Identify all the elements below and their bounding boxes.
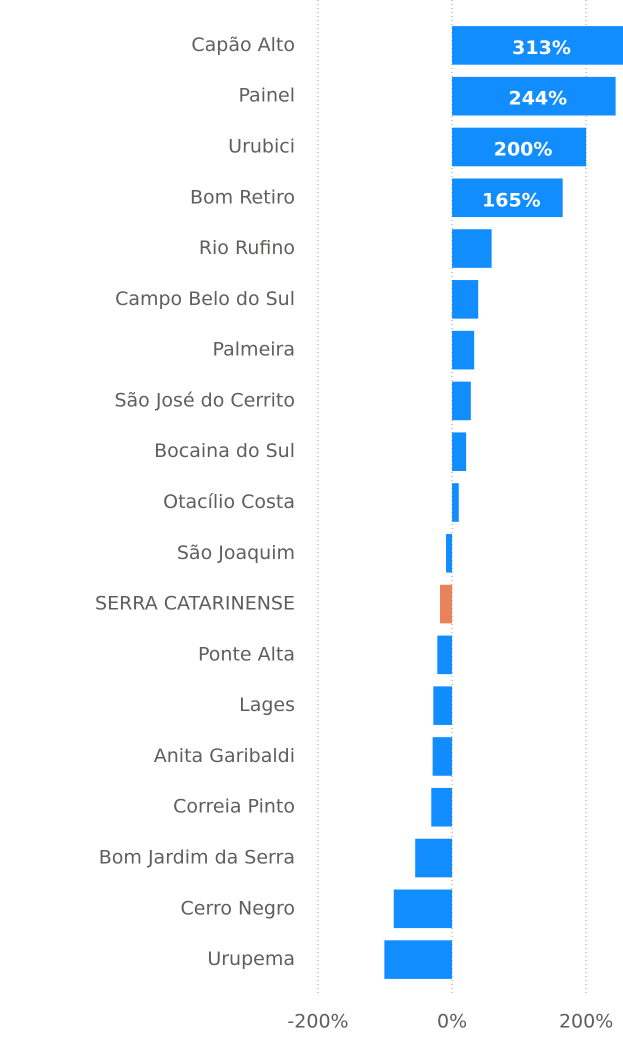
bar: [452, 280, 479, 319]
bar: [384, 940, 453, 979]
y-tick-label: Anita Garibaldi: [154, 745, 295, 767]
bar: [452, 127, 587, 167]
y-tick-label: Bocaina do Sul: [154, 440, 295, 462]
value-label: 244%: [508, 88, 567, 110]
y-tick-label: Otacílio Costa: [163, 491, 295, 513]
bar: [393, 889, 453, 929]
value-label: 313%: [512, 37, 571, 59]
y-tick-label: Campo Belo do Sul: [115, 288, 295, 310]
value-label: 200%: [494, 138, 553, 160]
y-tick-label: Ponte Alta: [198, 643, 295, 665]
y-tick-label: Urubici: [228, 135, 295, 157]
bar: [452, 432, 467, 472]
bar: [452, 229, 492, 268]
bar: [452, 178, 563, 218]
value-label: 165%: [482, 189, 541, 211]
y-tick-label: Painel: [238, 85, 295, 107]
y-tick-label: Lages: [239, 694, 295, 716]
bar: [415, 838, 453, 878]
y-tick-label: São José do Cerrito: [114, 389, 295, 411]
bar: [437, 635, 453, 675]
y-tick-label: Cerro Negro: [181, 897, 295, 919]
x-tick-label: -200%: [287, 1011, 348, 1033]
bar: [431, 787, 453, 827]
x-tick-label: 0%: [437, 1011, 467, 1033]
bar: [440, 584, 453, 624]
y-tick-label: SERRA CATARINENSE: [95, 593, 295, 615]
bar: [452, 381, 471, 421]
y-tick-label: Urupema: [207, 948, 295, 970]
bar: [433, 686, 453, 725]
bar: [452, 483, 459, 522]
bar: [452, 26, 623, 65]
bar: [452, 330, 475, 370]
y-tick-label: Rio Rufino: [199, 237, 295, 259]
y-tick-label: Correia Pinto: [173, 796, 295, 818]
bar: [432, 737, 453, 776]
bar: [446, 533, 453, 573]
y-tick-label: Capão Alto: [191, 34, 295, 56]
bar: [452, 76, 616, 116]
plot-area: [384, 26, 623, 979]
y-tick-label: Bom Jardim da Serra: [99, 847, 295, 869]
x-tick-label: 200%: [559, 1011, 613, 1033]
y-tick-label: São Joaquim: [177, 542, 295, 564]
y-tick-label: Palmeira: [213, 339, 295, 361]
y-tick-label: Bom Retiro: [190, 186, 295, 208]
